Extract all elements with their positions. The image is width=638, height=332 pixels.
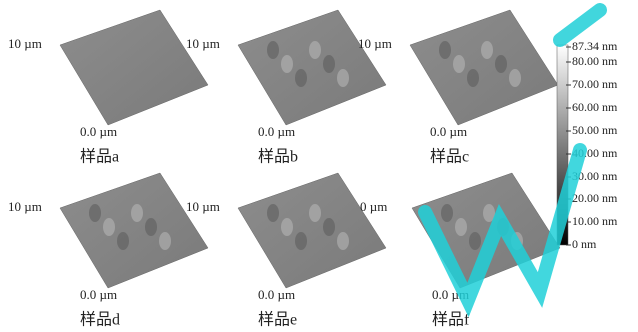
panel-caption: 样品d xyxy=(80,311,120,329)
axis-label-top: 10 µm xyxy=(8,36,42,51)
axis-label-top: 10 µm xyxy=(186,199,220,214)
surface-feature xyxy=(467,69,479,87)
surface-feature xyxy=(89,204,101,222)
surface-feature xyxy=(439,41,451,59)
panel-caption: 样品c xyxy=(430,148,469,166)
surface-feature xyxy=(323,218,335,236)
axis-label-top: 10 µm xyxy=(358,36,392,51)
figure: 10 µm 0.0 µm 样品a 10 µm 0.0 µm 样品b 10 µm 0.0 µm 样… xyxy=(0,0,638,332)
surface-feature xyxy=(117,232,129,250)
afm-panel: 10 µm 0.0 µm 样品b xyxy=(186,10,386,166)
surface-feature xyxy=(309,204,321,222)
axis-label-bottom: 0.0 µm xyxy=(80,124,117,139)
afm-panel: 10 µm 0.0 µm 样品a xyxy=(8,10,208,166)
surface-feature xyxy=(267,204,279,222)
afm-surface xyxy=(60,10,208,125)
afm-panel: 10 µm 0.0 µm 样品d xyxy=(8,173,208,329)
afm-surface xyxy=(238,173,386,288)
surface-feature xyxy=(495,55,507,73)
surface-feature xyxy=(281,55,293,73)
surface-feature xyxy=(453,55,465,73)
colorbar-label: 0 nm xyxy=(572,237,597,251)
colorbar-label: 60.00 nm xyxy=(572,100,618,114)
surface-feature xyxy=(295,232,307,250)
surface-feature xyxy=(337,69,349,87)
surface-feature xyxy=(281,218,293,236)
panel-caption: 样品e xyxy=(258,311,297,329)
axis-label-bottom: 0.0 µm xyxy=(430,124,467,139)
surface-feature xyxy=(267,41,279,59)
afm-surface xyxy=(238,10,386,125)
surface-feature xyxy=(441,204,453,222)
surface-feature xyxy=(337,232,349,250)
afm-panel: 10 µm 0.0 µm 样品e xyxy=(186,173,386,329)
surface-feature xyxy=(323,55,335,73)
colorbar-label: 20.00 nm xyxy=(572,191,618,205)
colorbar-label: 80.00 nm xyxy=(572,54,618,68)
surface-feature xyxy=(455,218,467,236)
surface-feature xyxy=(159,232,171,250)
panel-caption: 样品a xyxy=(80,148,119,166)
colorbar-label: 87.34 nm xyxy=(572,39,618,53)
axis-label-bottom: 0.0 µm xyxy=(258,124,295,139)
panel-caption: 样品b xyxy=(258,148,298,166)
surface-feature xyxy=(309,41,321,59)
afm-surface xyxy=(410,10,558,125)
axis-label-top: 0 µm xyxy=(360,199,387,214)
surface-feature xyxy=(103,218,115,236)
axis-label-top: 10 µm xyxy=(186,36,220,51)
axis-label-bottom: 0.0 µm xyxy=(80,287,117,302)
colorbar-label: 50.00 nm xyxy=(572,123,618,137)
afm-panel: 10 µm 0.0 µm 样品c xyxy=(358,10,558,166)
surface-feature xyxy=(481,41,493,59)
surface-feature xyxy=(145,218,157,236)
afm-surface xyxy=(60,173,208,288)
colorbar-label: 70.00 nm xyxy=(572,77,618,91)
axis-label-bottom: 0.0 µm xyxy=(258,287,295,302)
surface-feature xyxy=(509,69,521,87)
surface-feature xyxy=(131,204,143,222)
axis-label-top: 10 µm xyxy=(8,199,42,214)
watermark-stroke xyxy=(560,10,600,40)
surface-feature xyxy=(295,69,307,87)
panel-caption: 样品f xyxy=(432,311,470,329)
colorbar-label: 10.00 nm xyxy=(572,214,618,228)
surface-feature xyxy=(469,232,481,250)
